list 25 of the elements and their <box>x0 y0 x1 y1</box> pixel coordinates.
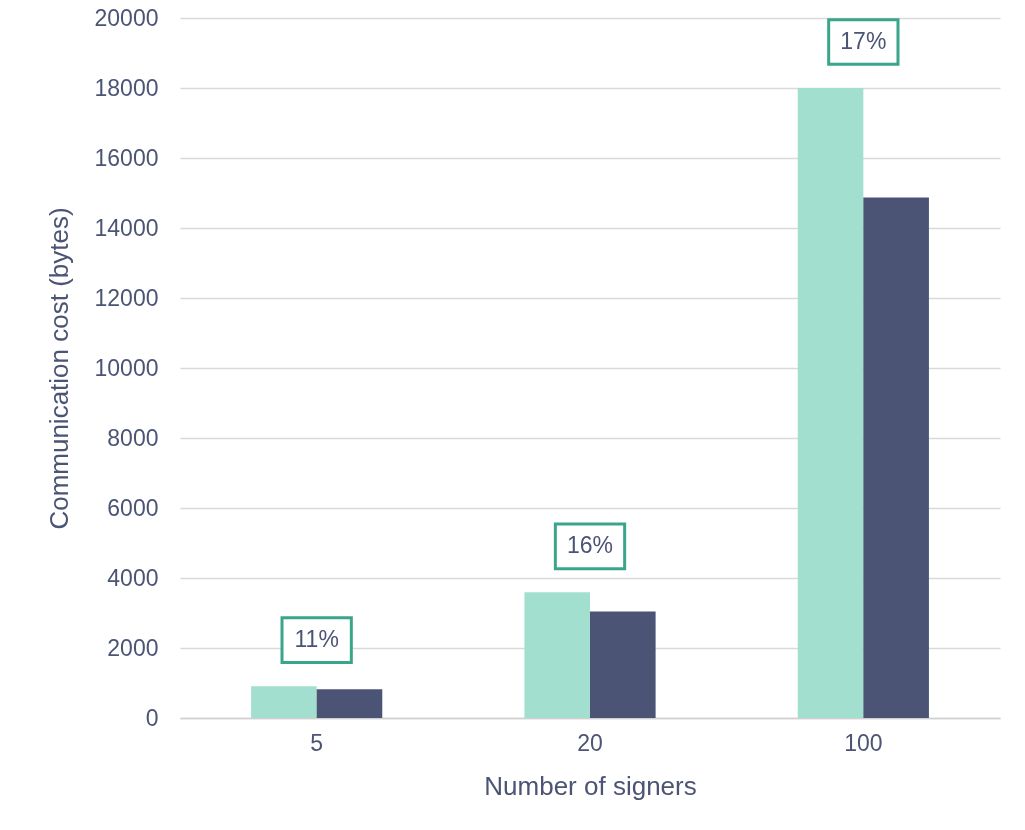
x-tick-label: 20 <box>577 729 603 756</box>
bar <box>590 611 656 718</box>
annotation: 16% <box>566 532 614 559</box>
bar <box>797 88 864 718</box>
bar <box>863 197 929 718</box>
y-tick-label: 2000 <box>107 634 159 661</box>
annotation: 17% <box>840 28 887 54</box>
x-tick-label: 100 <box>844 729 883 756</box>
x-axis-title: Number of signers <box>484 770 697 801</box>
annotation: 11% <box>294 626 339 653</box>
y-tick-label: 4000 <box>107 564 159 591</box>
y-tick-label: 6000 <box>107 494 159 521</box>
y-tick-label: 12000 <box>94 284 159 311</box>
y-axis-title: Communication cost (bytes) <box>43 207 74 530</box>
y-tick-label: 20000 <box>94 4 159 31</box>
bar <box>316 689 383 718</box>
bar <box>251 686 317 718</box>
y-tick-label: 0 <box>145 704 159 731</box>
y-tick-label: 18000 <box>94 74 159 101</box>
bar <box>524 592 590 718</box>
x-tick-label: 5 <box>310 729 324 756</box>
y-tick-label: 16000 <box>94 144 159 171</box>
y-tick-label: 8000 <box>107 424 159 451</box>
y-tick-label: 14000 <box>94 214 159 241</box>
y-tick-label: 10000 <box>94 354 159 381</box>
